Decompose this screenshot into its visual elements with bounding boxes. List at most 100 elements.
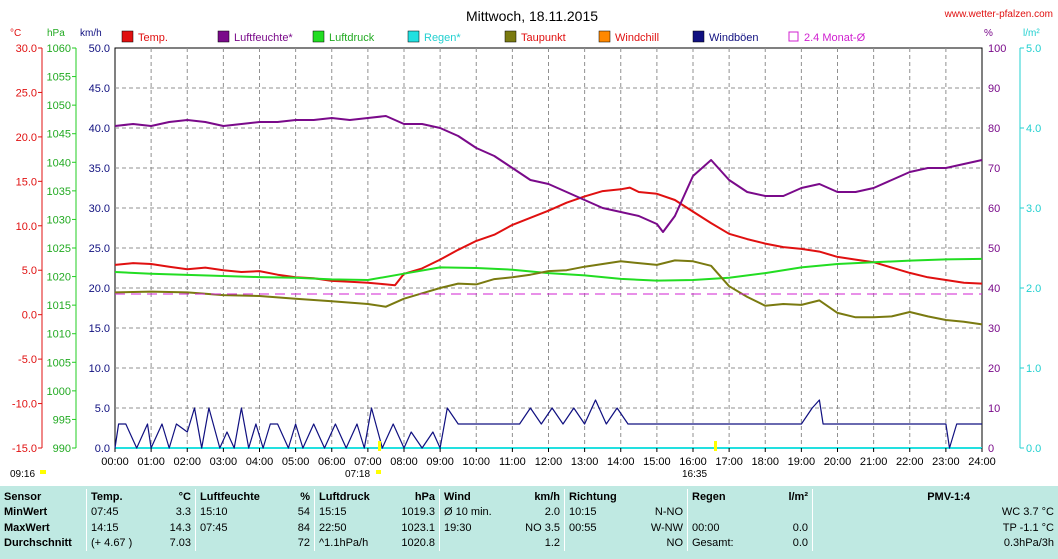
marker-dot-left	[40, 470, 46, 474]
axis-tick-percent: 0	[988, 443, 994, 455]
x-tick-label: 15:00	[643, 456, 671, 468]
axis-tick-kmh: 25.0	[89, 243, 110, 255]
legend-swatch	[121, 30, 134, 43]
axis-tick-hpa: 1040	[47, 157, 71, 169]
legend-label: 2.4 Monat-Ø	[804, 32, 866, 44]
x-tick-label: 01:00	[137, 456, 165, 468]
temp-time: 07:45	[86, 504, 155, 520]
legend-swatch	[217, 30, 230, 43]
unit-celsius: °C	[10, 28, 21, 39]
x-tick-label: 00:00	[101, 456, 129, 468]
axis-tick-hpa: 995	[53, 414, 71, 426]
marker-time-max: 16:35	[682, 469, 707, 480]
legend-label: Windchill	[615, 32, 659, 44]
axis-tick-percent: 50	[988, 243, 1000, 255]
wind-value: 2.0	[544, 506, 560, 519]
x-tick-label: 03:00	[210, 456, 238, 468]
axis-tick-percent: 40	[988, 283, 1000, 295]
axis-tick-rain: 1.0	[1026, 363, 1041, 375]
hdr-rain: Regen	[687, 489, 756, 505]
x-tick-label: 18:00	[751, 456, 779, 468]
legend-label: Temp.	[138, 32, 168, 44]
axis-tick-hpa: 1055	[47, 72, 71, 84]
hdr-press-unit: hPa	[414, 490, 435, 503]
x-tick-label: 07:00	[354, 456, 382, 468]
x-tick-label: 23:00	[932, 456, 960, 468]
pmv-value: WC 3.7 °C	[812, 504, 1058, 520]
axis-tick-celsius: -15.0	[12, 443, 37, 455]
legend-label: Regen*	[424, 32, 461, 44]
x-tick-label: 16:00	[679, 456, 707, 468]
wind-value: 1.2	[544, 537, 560, 550]
x-tick-label: 22:00	[896, 456, 924, 468]
hdr-pmv: PMV-1:4	[812, 489, 1058, 505]
dir-value: N-NO	[654, 506, 683, 519]
axis-tick-percent: 60	[988, 203, 1000, 215]
stats-header-row: Sensor Temp. °C Luftfeuchte % Luftdruck …	[0, 489, 1058, 505]
hdr-rain-unit: l/m²	[788, 490, 808, 503]
hdr-hum: Luftfeuchte	[195, 489, 276, 505]
legend-swatch	[407, 30, 420, 43]
axis-tick-kmh: 0.0	[95, 443, 110, 455]
axis-tick-hpa: 1020	[47, 272, 71, 284]
axis-tick-celsius: 30.0	[16, 43, 37, 55]
dir-time: 00:55	[564, 520, 633, 536]
series-line-taupunkt	[114, 259, 983, 326]
chart-title: Mittwoch, 18.11.2015	[466, 8, 598, 24]
series-line-temp	[114, 186, 983, 287]
chart-axes: 30.0 25.0 20.0 15.0 10.0 5.0 0.0 -5.0 -10.0 -15.0…	[12, 43, 1041, 455]
x-tick-label: 17:00	[715, 456, 743, 468]
axis-tick-celsius: 0.0	[22, 310, 37, 322]
x-tick-label: 19:00	[788, 456, 816, 468]
rain-time: Gesamt:	[687, 535, 756, 551]
rain-time	[687, 504, 756, 520]
row-label: Durchschnitt	[4, 537, 72, 550]
dir-value: NO	[666, 537, 684, 550]
chart-legend: Temp. Luftfeuchte* Luftdruck Regen* Taupunkt…	[121, 30, 866, 44]
pmv-value: 0.3hPa/3h	[812, 535, 1058, 551]
x-tick-label: 14:00	[607, 456, 635, 468]
axis-tick-celsius: 25.0	[16, 87, 37, 99]
axis-tick-rain: 2.0	[1026, 283, 1041, 295]
site-url[interactable]: www.wetter-pfalzen.com	[944, 9, 1053, 20]
unit-kmh: km/h	[80, 28, 102, 39]
axis-tick-hpa: 1045	[47, 129, 71, 141]
temp-value: 7.03	[169, 537, 191, 550]
axis-tick-percent: 70	[988, 163, 1000, 175]
axis-tick-kmh: 10.0	[89, 363, 110, 375]
hdr-temp-unit: °C	[178, 490, 191, 503]
hum-value: 54	[297, 506, 310, 519]
hum-value: 84	[297, 521, 310, 534]
x-tick-label: 06:00	[318, 456, 346, 468]
stats-row-min: MinWert 07:45 3.3 15:10 54 15:15 1019.3 …	[0, 504, 1058, 520]
axis-tick-rain: 5.0	[1026, 43, 1041, 55]
axis-tick-hpa: 1035	[47, 186, 71, 198]
axis-tick-hpa: 1030	[47, 214, 71, 226]
dir-time	[564, 535, 633, 551]
hdr-wind-unit: km/h	[534, 490, 560, 503]
x-tick-label: 11:00	[499, 456, 526, 468]
rain-time: 00:00	[687, 520, 756, 536]
axis-tick-rain: 0.0	[1026, 443, 1041, 455]
x-tick-label: 24:00	[968, 456, 996, 468]
hdr-hum-unit: %	[300, 490, 310, 503]
x-tick-label: 08:00	[390, 456, 418, 468]
wind-time	[439, 535, 508, 551]
x-tick-label: 21:00	[860, 456, 888, 468]
axis-tick-kmh: 15.0	[89, 323, 110, 335]
press-value: 1019.3	[401, 506, 435, 519]
legend-swatch	[598, 30, 611, 43]
unit-percent: %	[984, 28, 993, 39]
x-tick-label: 12:00	[535, 456, 563, 468]
axis-tick-celsius: -10.0	[12, 399, 37, 411]
axis-tick-rain: 3.0	[1026, 203, 1041, 215]
wind-time: 19:30	[439, 520, 508, 536]
temp-time: 14:15	[86, 520, 155, 536]
series-line-luftfeuchte	[114, 115, 983, 233]
marker-bar-mid	[378, 441, 381, 451]
press-value: 1020.8	[401, 537, 435, 550]
axis-tick-celsius: -5.0	[18, 354, 37, 366]
marker-bar-max	[714, 441, 717, 451]
x-tick-label: 10:00	[462, 456, 490, 468]
stats-table: Sensor Temp. °C Luftfeuchte % Luftdruck …	[0, 489, 1058, 551]
